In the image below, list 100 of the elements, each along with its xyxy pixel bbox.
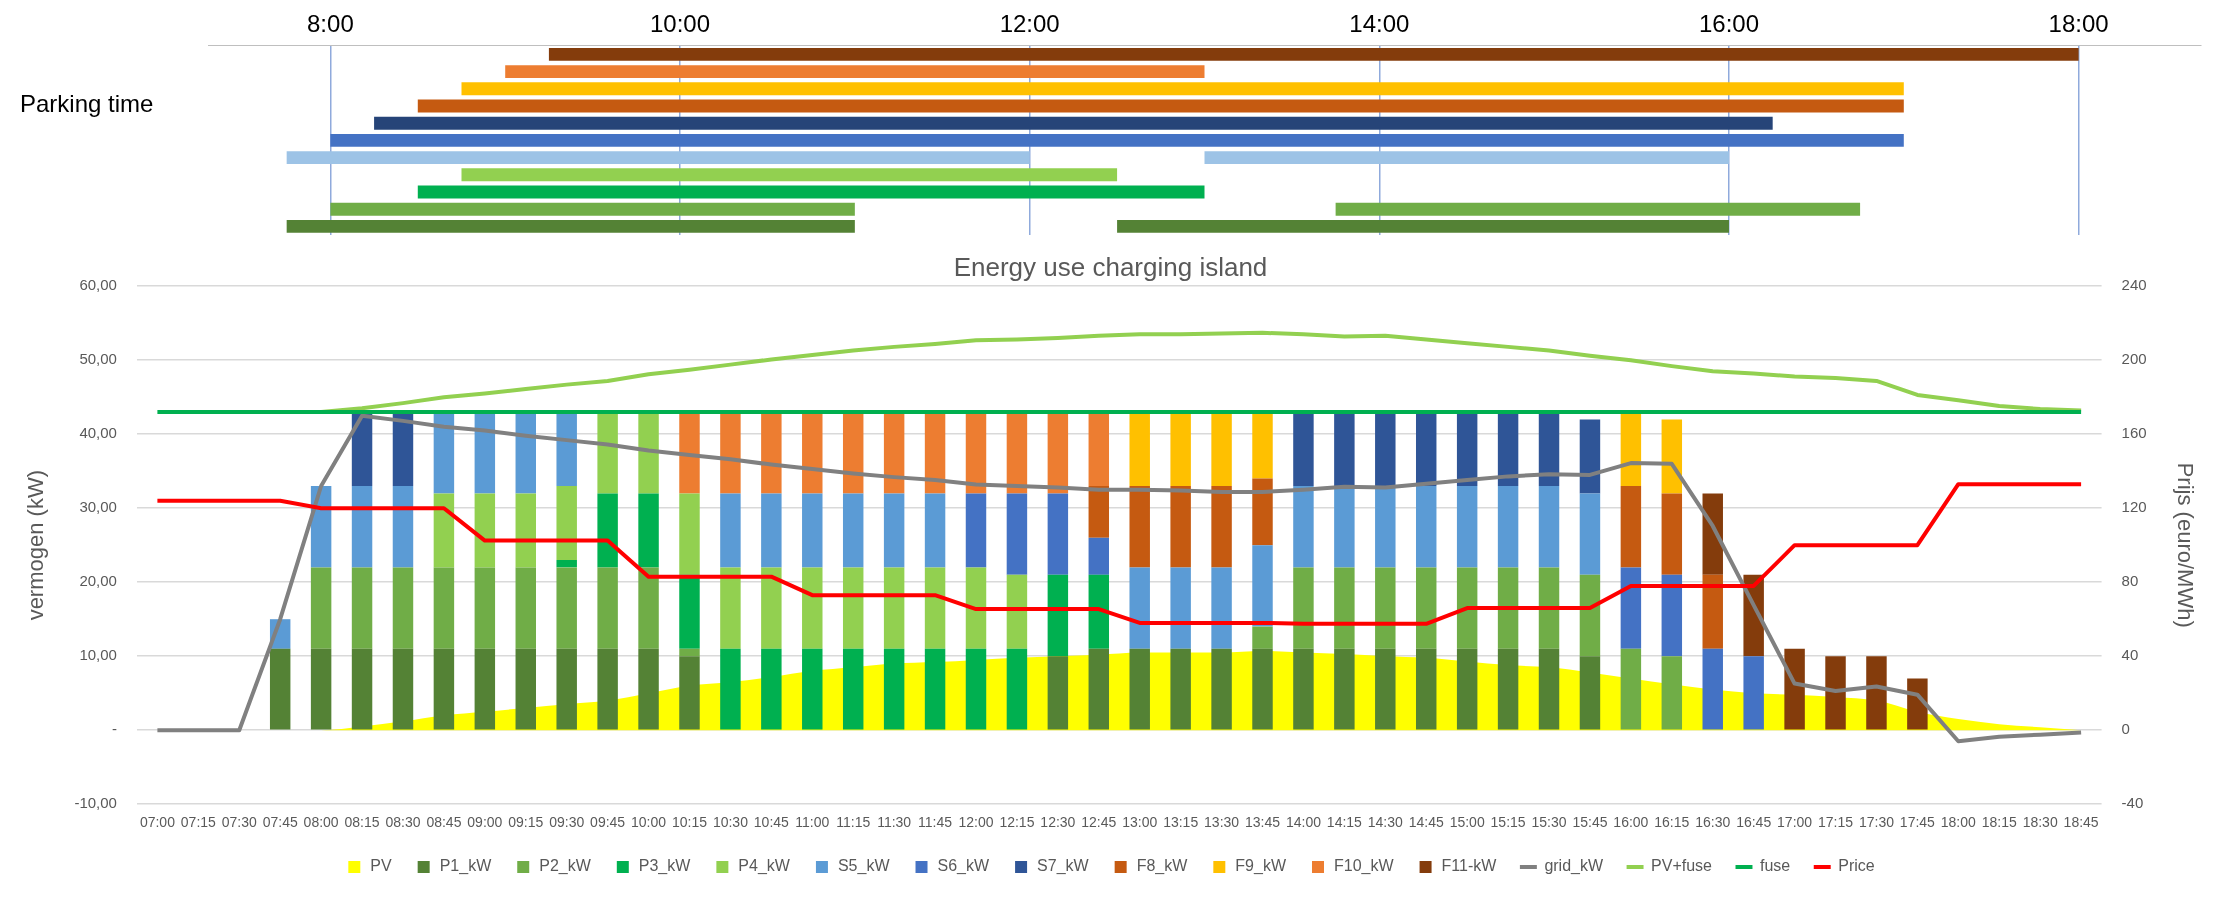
- x-tick-label: 07:45: [262, 814, 298, 831]
- bar: [802, 412, 823, 494]
- x-tick-label: 14:45: [1408, 814, 1444, 831]
- x-tick-label: 11:15: [836, 814, 871, 831]
- bar: [1293, 648, 1314, 730]
- bar: [392, 567, 414, 649]
- bar: [1579, 419, 1601, 494]
- bar: [1211, 486, 1232, 568]
- bar: [1047, 656, 1069, 730]
- bar: [474, 567, 496, 649]
- x-tick-label: 08:45: [426, 814, 462, 831]
- bar: [802, 567, 823, 649]
- bar: [1006, 412, 1028, 494]
- x-tick-label: 10:00: [650, 10, 711, 38]
- x-tick-label: 07:30: [221, 814, 257, 831]
- x-tick-label: 8:00: [307, 10, 354, 38]
- bar: [1129, 486, 1150, 568]
- x-tick-label: 13:00: [1122, 814, 1158, 831]
- x-tick-label: 12:00: [958, 814, 994, 831]
- bar: [1538, 567, 1560, 649]
- x-tick-label: 09:00: [467, 814, 503, 831]
- bar: [417, 185, 1205, 199]
- bar: [1579, 493, 1601, 575]
- legend-label: P4_kW: [738, 857, 791, 876]
- x-tick-label: 18:45: [2063, 814, 2099, 831]
- bar: [1456, 567, 1478, 649]
- bar: [1129, 567, 1150, 649]
- x-tick-label: 08:30: [385, 814, 421, 831]
- bar: [392, 486, 414, 568]
- y-tick-label: -10,00: [74, 794, 117, 812]
- bar: [1375, 567, 1396, 649]
- bar: [883, 493, 905, 568]
- x-tick-label: 18:00: [2048, 10, 2109, 38]
- x-tick-label: 16:15: [1654, 814, 1690, 831]
- bar: [965, 412, 987, 494]
- y2-axis-title: Prijs (euro/MWh): [2172, 462, 2198, 628]
- bar: [1866, 656, 1887, 730]
- x-tick-label: 14:15: [1326, 814, 1363, 831]
- y2-tick-label: 0: [2121, 720, 2130, 738]
- y2-tick-label: 40: [2121, 646, 2139, 664]
- y-tick-label: 60,00: [79, 276, 117, 294]
- bar: [310, 567, 332, 649]
- legend-label: F10_kW: [1334, 857, 1395, 876]
- x-tick-label: 10:00: [631, 814, 667, 831]
- bar: [679, 648, 700, 657]
- bar: [1375, 412, 1396, 486]
- x-tick-label: 14:00: [1349, 10, 1410, 38]
- bar: [1047, 574, 1069, 657]
- bar: [351, 648, 373, 730]
- x-tick-label: 11:30: [877, 814, 912, 831]
- x-tick-label: 18:30: [2022, 814, 2058, 831]
- bar: [1088, 486, 1110, 538]
- bar: [597, 412, 618, 494]
- x-tick-label: 17:30: [1858, 814, 1895, 831]
- legend-label: F9_kW: [1235, 857, 1287, 876]
- x-tick-label: 16:30: [1695, 814, 1731, 831]
- x-tick-label: 12:45: [1081, 814, 1117, 831]
- bar: [461, 168, 1118, 182]
- bar: [1538, 648, 1560, 730]
- x-tick-label: 16:00: [1698, 10, 1759, 38]
- bar: [1006, 574, 1028, 649]
- x-tick-label: 10:15: [671, 814, 708, 831]
- bar: [556, 567, 577, 649]
- bar: [1456, 648, 1478, 730]
- bar: [351, 567, 373, 649]
- bar: [1661, 656, 1683, 730]
- bar: [515, 648, 536, 730]
- bar: [310, 648, 332, 730]
- x-tick-label: 15:15: [1490, 814, 1526, 831]
- bar: [842, 412, 864, 494]
- bar: [515, 493, 536, 568]
- x-tick-label: 09:15: [508, 814, 544, 831]
- bar: [374, 116, 1773, 130]
- bar: [883, 567, 905, 649]
- bar: [1252, 648, 1273, 730]
- bar: [1252, 412, 1273, 479]
- bar: [924, 412, 946, 494]
- bar: [1416, 567, 1437, 649]
- bar: [548, 47, 2079, 61]
- bar: [1170, 567, 1191, 649]
- bar: [1047, 412, 1069, 494]
- bar: [1334, 486, 1355, 568]
- x-tick-label: 13:30: [1204, 814, 1240, 831]
- bar: [1088, 574, 1110, 649]
- bar: [1702, 648, 1723, 730]
- y2-tick-label: 240: [2121, 276, 2147, 294]
- bar: [720, 493, 741, 568]
- bar: [1538, 486, 1560, 568]
- bar: [1375, 486, 1396, 568]
- bar: [1252, 478, 1273, 546]
- y-axis-title: Parking time: [20, 90, 154, 118]
- bar: [924, 493, 946, 568]
- x-tick-label: 12:15: [999, 814, 1035, 831]
- bar: [1497, 567, 1519, 649]
- y-tick-label: 50,00: [79, 350, 117, 368]
- bar: [515, 567, 536, 649]
- x-tick-label: 14:00: [1285, 814, 1322, 831]
- bar: [1661, 574, 1683, 657]
- bar: [392, 648, 414, 730]
- x-tick-label: 09:30: [549, 814, 585, 831]
